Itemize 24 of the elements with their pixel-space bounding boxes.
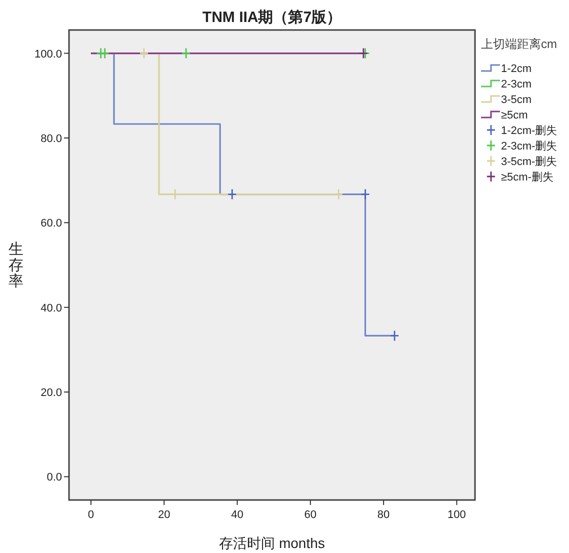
legend-label: 3-5cm: [501, 94, 532, 106]
legend-label: ≥5cm: [501, 110, 528, 122]
y-tick-label: 80.0: [40, 132, 62, 145]
legend-label: 2-3cm-删失: [501, 140, 558, 152]
y-tick-label: 60.0: [40, 218, 62, 230]
y-axis-title: 生存率: [8, 241, 24, 290]
legend-label: 3-5cm-删失: [501, 155, 558, 168]
legend-title: 上切端距离cm: [481, 37, 557, 51]
y-tick-label: 40.0: [40, 302, 62, 314]
legend-label: 2-3cm: [501, 78, 532, 90]
legend-label: ≥5cm-删失: [501, 170, 554, 184]
x-tick-label: 40: [231, 509, 244, 521]
legend-label: 1-2cm: [501, 63, 532, 75]
x-axis-title: 存活时间 months: [219, 535, 325, 551]
legend-label: 1-2cm-删失: [501, 124, 558, 137]
x-tick-label: 100: [448, 509, 466, 521]
y-tick-label: 100.0: [34, 48, 62, 60]
y-tick-label: 20.0: [40, 387, 62, 400]
x-tick-label: 0: [88, 509, 94, 521]
chart-title: TNM IIA期（第7版）: [202, 9, 342, 26]
x-tick-label: 60: [304, 509, 317, 521]
x-tick-label: 20: [158, 509, 170, 521]
y-tick-label: 0.0: [46, 472, 62, 484]
x-tick-label: 80: [377, 509, 390, 521]
